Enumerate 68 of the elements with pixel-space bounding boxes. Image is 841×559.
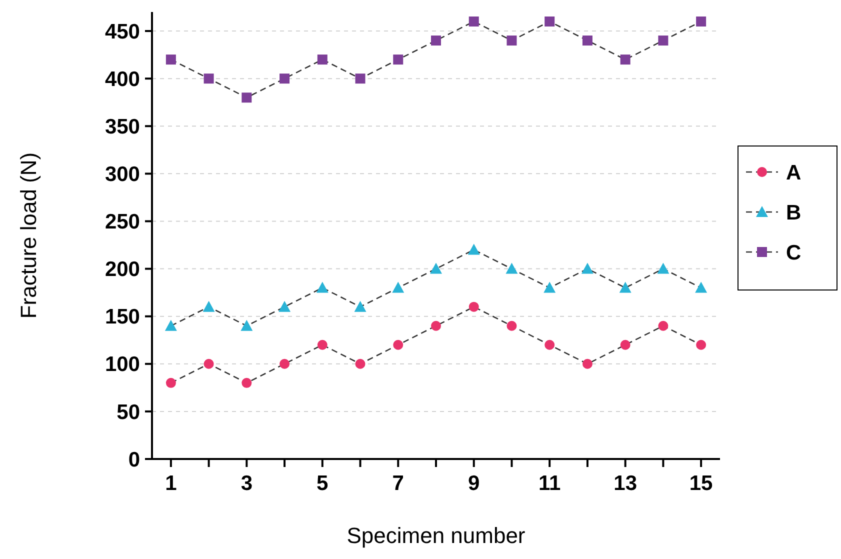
x-axis-title: Specimen number [346, 523, 526, 548]
y-tick-label: 450 [104, 20, 140, 44]
point [431, 36, 441, 46]
point [202, 300, 215, 312]
point [393, 54, 404, 65]
point [317, 54, 328, 65]
point [280, 358, 290, 369]
point [204, 358, 214, 369]
point [544, 282, 556, 293]
y-tick-label: 350 [104, 115, 140, 138]
legend-label: C [786, 241, 802, 264]
point [619, 282, 632, 293]
y-tick-label: 250 [104, 210, 140, 234]
point [468, 302, 479, 312]
legend-label: A [786, 161, 802, 184]
y-tick-label: 150 [104, 306, 140, 329]
y-tick-label: 0 [128, 448, 140, 472]
point [355, 358, 366, 369]
point [280, 74, 290, 84]
point [581, 262, 594, 274]
point [620, 340, 630, 350]
point [468, 244, 480, 255]
point [431, 320, 441, 331]
x-tick-label: 7 [392, 472, 404, 495]
x-tick-label: 1 [165, 472, 178, 495]
point [506, 36, 517, 46]
x-tick-label: 3 [240, 472, 253, 495]
point [242, 92, 252, 103]
point [620, 54, 630, 65]
y-tick-label: 200 [104, 258, 140, 282]
point [278, 300, 291, 312]
point [582, 36, 592, 46]
point [544, 16, 555, 27]
point [658, 320, 668, 331]
point [506, 320, 517, 331]
point [240, 320, 253, 331]
point [506, 262, 518, 274]
point [316, 282, 328, 293]
point [658, 36, 668, 46]
y-tick-label: 400 [104, 68, 140, 91]
point [355, 74, 366, 84]
point [317, 340, 328, 350]
point [430, 262, 442, 274]
point [166, 378, 176, 388]
x-tick-label: 9 [468, 472, 480, 495]
point [696, 340, 706, 350]
point [468, 16, 479, 27]
x-tick-label: 15 [689, 472, 714, 495]
y-tick-label: 100 [104, 353, 140, 376]
point [696, 16, 706, 27]
point [242, 378, 252, 388]
y-tick-label: 300 [104, 163, 140, 186]
x-tick-label: 11 [538, 472, 562, 495]
point [392, 282, 404, 293]
point [657, 262, 670, 274]
point [695, 282, 708, 293]
point [164, 320, 177, 331]
point [354, 300, 366, 312]
point [544, 340, 555, 350]
point [204, 74, 214, 84]
point [582, 358, 592, 369]
point [166, 54, 176, 65]
y-axis-title: Fracture load (N) [16, 152, 41, 319]
x-tick-label: 5 [316, 472, 329, 495]
y-tick-label: 50 [116, 400, 140, 424]
x-tick-label: 13 [614, 472, 638, 495]
legend-label: B [786, 201, 802, 224]
point [393, 340, 404, 350]
